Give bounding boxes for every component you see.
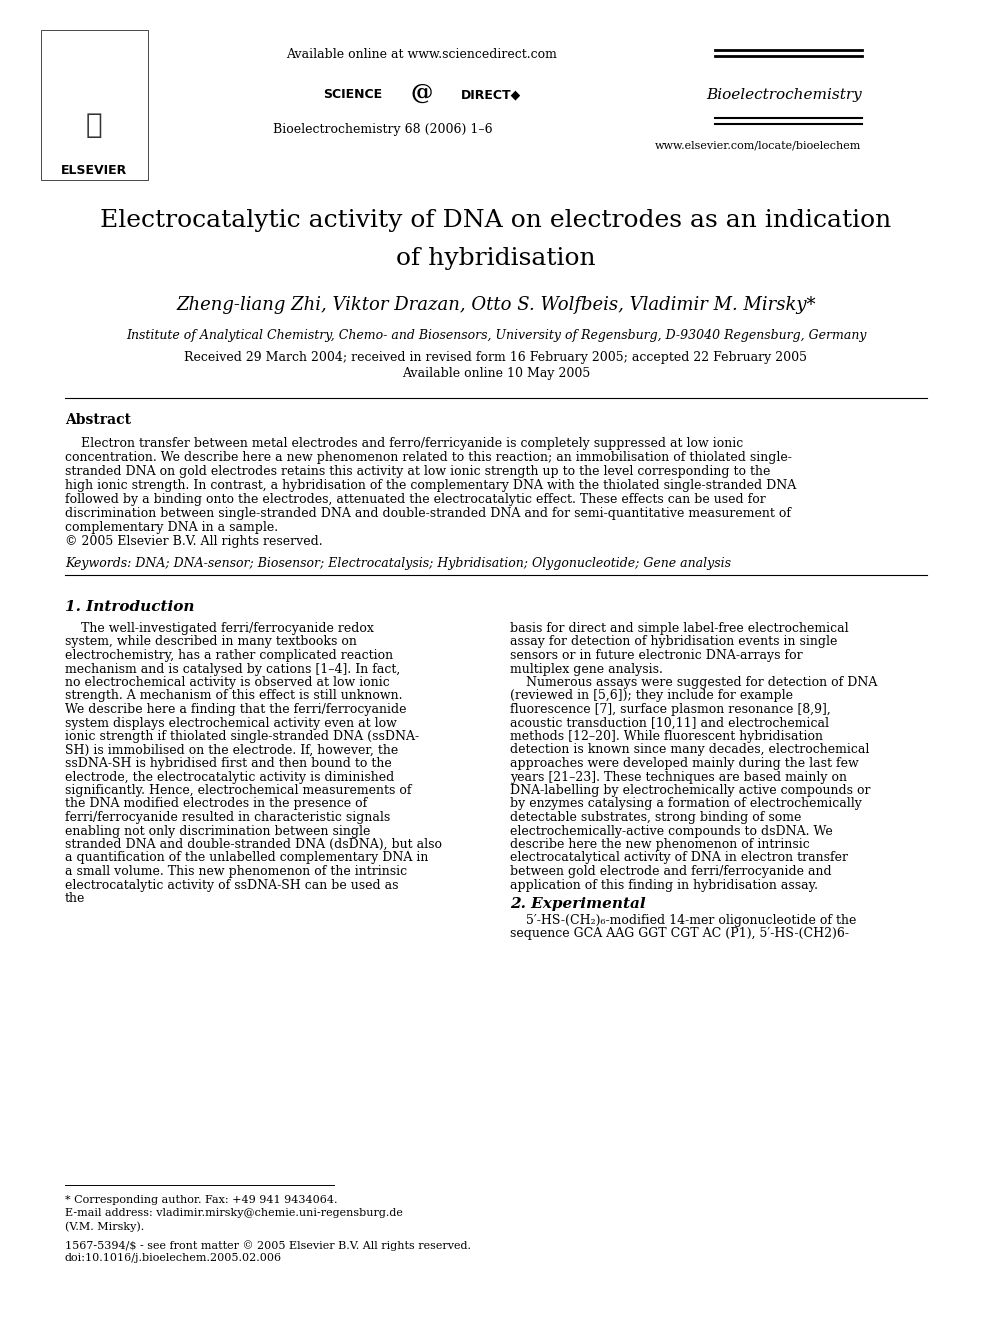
Text: 1. Introduction: 1. Introduction — [65, 601, 194, 614]
Text: Abstract: Abstract — [65, 413, 131, 427]
Text: high ionic strength. In contrast, a hybridisation of the complementary DNA with : high ionic strength. In contrast, a hybr… — [65, 479, 797, 492]
Text: concentration. We describe here a new phenomenon related to this reaction; an im: concentration. We describe here a new ph… — [65, 451, 792, 464]
Text: E-mail address: vladimir.mirsky@chemie.uni-regensburg.de: E-mail address: vladimir.mirsky@chemie.u… — [65, 1208, 403, 1218]
Text: Bioelectrochemistry 68 (2006) 1–6: Bioelectrochemistry 68 (2006) 1–6 — [273, 123, 492, 136]
Text: years [21–23]. These techniques are based mainly on: years [21–23]. These techniques are base… — [510, 770, 847, 783]
Text: of hybridisation: of hybridisation — [396, 246, 596, 270]
Text: detectable substrates, strong binding of some: detectable substrates, strong binding of… — [510, 811, 802, 824]
Text: Available online at www.sciencedirect.com: Available online at www.sciencedirect.co… — [287, 49, 558, 61]
Text: electrochemically-active compounds to dsDNA. We: electrochemically-active compounds to ds… — [510, 824, 832, 837]
Text: by enzymes catalysing a formation of electrochemically: by enzymes catalysing a formation of ele… — [510, 798, 862, 811]
Text: stranded DNA on gold electrodes retains this activity at low ionic strength up t: stranded DNA on gold electrodes retains … — [65, 464, 771, 478]
Text: Bioelectrochemistry: Bioelectrochemistry — [705, 89, 861, 102]
Text: (reviewed in [5,6]); they include for example: (reviewed in [5,6]); they include for ex… — [510, 689, 793, 703]
Text: the DNA modified electrodes in the presence of: the DNA modified electrodes in the prese… — [65, 798, 367, 811]
Text: Institute of Analytical Chemistry, Chemo- and Biosensors, University of Regensbu: Institute of Analytical Chemistry, Chemo… — [126, 328, 866, 341]
Bar — [41, 30, 148, 180]
Text: @: @ — [411, 82, 433, 105]
Text: discrimination between single-stranded DNA and double-stranded DNA and for semi-: discrimination between single-stranded D… — [65, 507, 791, 520]
Text: © 2005 Elsevier B.V. All rights reserved.: © 2005 Elsevier B.V. All rights reserved… — [65, 534, 322, 548]
Text: describe here the new phenomenon of intrinsic: describe here the new phenomenon of intr… — [510, 837, 809, 851]
Text: SCIENCE: SCIENCE — [323, 89, 383, 102]
Text: Electron transfer between metal electrodes and ferro/ferricyanide is completely : Electron transfer between metal electrod… — [65, 437, 743, 450]
Text: methods [12–20]. While fluorescent hybridisation: methods [12–20]. While fluorescent hybri… — [510, 730, 822, 744]
Text: 5′-HS-(CH₂)₆-modified 14-mer oligonucleotide of the: 5′-HS-(CH₂)₆-modified 14-mer oligonucleo… — [510, 914, 856, 927]
Text: stranded DNA and double-stranded DNA (dsDNA), but also: stranded DNA and double-stranded DNA (ds… — [65, 837, 442, 851]
Text: electrode, the electrocatalytic activity is diminished: electrode, the electrocatalytic activity… — [65, 770, 394, 783]
Text: 1567-5394/$ - see front matter © 2005 Elsevier B.V. All rights reserved.: 1567-5394/$ - see front matter © 2005 El… — [65, 1240, 471, 1250]
Text: the: the — [65, 892, 85, 905]
Text: 🌳: 🌳 — [86, 111, 102, 139]
Text: complementary DNA in a sample.: complementary DNA in a sample. — [65, 521, 278, 534]
Text: ferri/ferrocyanide resulted in characteristic signals: ferri/ferrocyanide resulted in character… — [65, 811, 390, 824]
Text: SH) is immobilised on the electrode. If, however, the: SH) is immobilised on the electrode. If,… — [65, 744, 398, 757]
Text: ssDNA-SH is hybridised first and then bound to the: ssDNA-SH is hybridised first and then bo… — [65, 757, 392, 770]
Text: sequence GCA AAG GGT CGT AC (P1), 5′-HS-(CH2)6-: sequence GCA AAG GGT CGT AC (P1), 5′-HS-… — [510, 927, 849, 941]
Text: significantly. Hence, electrochemical measurements of: significantly. Hence, electrochemical me… — [65, 785, 412, 796]
Text: between gold electrode and ferri/ferrocyanide and: between gold electrode and ferri/ferrocy… — [510, 865, 831, 878]
Text: We describe here a finding that the ferri/ferrocyanide: We describe here a finding that the ferr… — [65, 703, 407, 716]
Text: electrocatalytical activity of DNA in electron transfer: electrocatalytical activity of DNA in el… — [510, 852, 848, 864]
Text: sensors or in future electronic DNA-arrays for: sensors or in future electronic DNA-arra… — [510, 650, 803, 662]
Text: Available online 10 May 2005: Available online 10 May 2005 — [402, 368, 590, 381]
Text: assay for detection of hybridisation events in single: assay for detection of hybridisation eve… — [510, 635, 837, 648]
Text: Numerous assays were suggested for detection of DNA: Numerous assays were suggested for detec… — [510, 676, 877, 689]
Text: basis for direct and simple label-free electrochemical: basis for direct and simple label-free e… — [510, 622, 848, 635]
Text: followed by a binding onto the electrodes, attenuated the electrocatalytic effec: followed by a binding onto the electrode… — [65, 493, 766, 505]
Text: system, while described in many textbooks on: system, while described in many textbook… — [65, 635, 357, 648]
Text: ionic strength if thiolated single-stranded DNA (ssDNA-: ionic strength if thiolated single-stran… — [65, 730, 419, 744]
Text: The well-investigated ferri/ferrocyanide redox: The well-investigated ferri/ferrocyanide… — [65, 622, 374, 635]
Text: mechanism and is catalysed by cations [1–4]. In fact,: mechanism and is catalysed by cations [1… — [65, 663, 400, 676]
Text: approaches were developed mainly during the last few: approaches were developed mainly during … — [510, 757, 858, 770]
Text: a quantification of the unlabelled complementary DNA in: a quantification of the unlabelled compl… — [65, 852, 429, 864]
Text: Zheng-liang Zhi, Viktor Drazan, Otto S. Wolfbeis, Vladimir M. Mirsky*: Zheng-liang Zhi, Viktor Drazan, Otto S. … — [177, 296, 815, 314]
Text: DIRECT◆: DIRECT◆ — [461, 89, 521, 102]
Text: * Corresponding author. Fax: +49 941 9434064.: * Corresponding author. Fax: +49 941 943… — [65, 1195, 337, 1205]
Text: electrochemistry, has a rather complicated reaction: electrochemistry, has a rather complicat… — [65, 650, 393, 662]
Text: fluorescence [7], surface plasmon resonance [8,9],: fluorescence [7], surface plasmon resona… — [510, 703, 830, 716]
Text: Keywords: DNA; DNA-sensor; Biosensor; Electrocatalysis; Hybridisation; Olygonucl: Keywords: DNA; DNA-sensor; Biosensor; El… — [65, 557, 731, 570]
Text: a small volume. This new phenomenon of the intrinsic: a small volume. This new phenomenon of t… — [65, 865, 407, 878]
Text: DNA-labelling by electrochemically active compounds or: DNA-labelling by electrochemically activ… — [510, 785, 870, 796]
Text: application of this finding in hybridisation assay.: application of this finding in hybridisa… — [510, 878, 817, 892]
Text: no electrochemical activity is observed at low ionic: no electrochemical activity is observed … — [65, 676, 390, 689]
Text: ELSEVIER: ELSEVIER — [62, 164, 127, 176]
Text: system displays electrochemical activity even at low: system displays electrochemical activity… — [65, 717, 397, 729]
Text: 2. Experimental: 2. Experimental — [510, 897, 646, 912]
Text: acoustic transduction [10,11] and electrochemical: acoustic transduction [10,11] and electr… — [510, 717, 828, 729]
Text: enabling not only discrimination between single: enabling not only discrimination between… — [65, 824, 370, 837]
Text: www.elsevier.com/locate/bioelechem: www.elsevier.com/locate/bioelechem — [655, 140, 861, 149]
Text: detection is known since many decades, electrochemical: detection is known since many decades, e… — [510, 744, 869, 757]
Text: Received 29 March 2004; received in revised form 16 February 2005; accepted 22 F: Received 29 March 2004; received in revi… — [185, 352, 807, 365]
Text: Electrocatalytic activity of DNA on electrodes as an indication: Electrocatalytic activity of DNA on elec… — [100, 209, 892, 232]
Text: electrocatalytic activity of ssDNA-SH can be used as: electrocatalytic activity of ssDNA-SH ca… — [65, 878, 399, 892]
Text: multiplex gene analysis.: multiplex gene analysis. — [510, 663, 663, 676]
Text: (V.M. Mirsky).: (V.M. Mirsky). — [65, 1221, 144, 1232]
Text: strength. A mechanism of this effect is still unknown.: strength. A mechanism of this effect is … — [65, 689, 403, 703]
Text: doi:10.1016/j.bioelechem.2005.02.006: doi:10.1016/j.bioelechem.2005.02.006 — [65, 1253, 282, 1263]
